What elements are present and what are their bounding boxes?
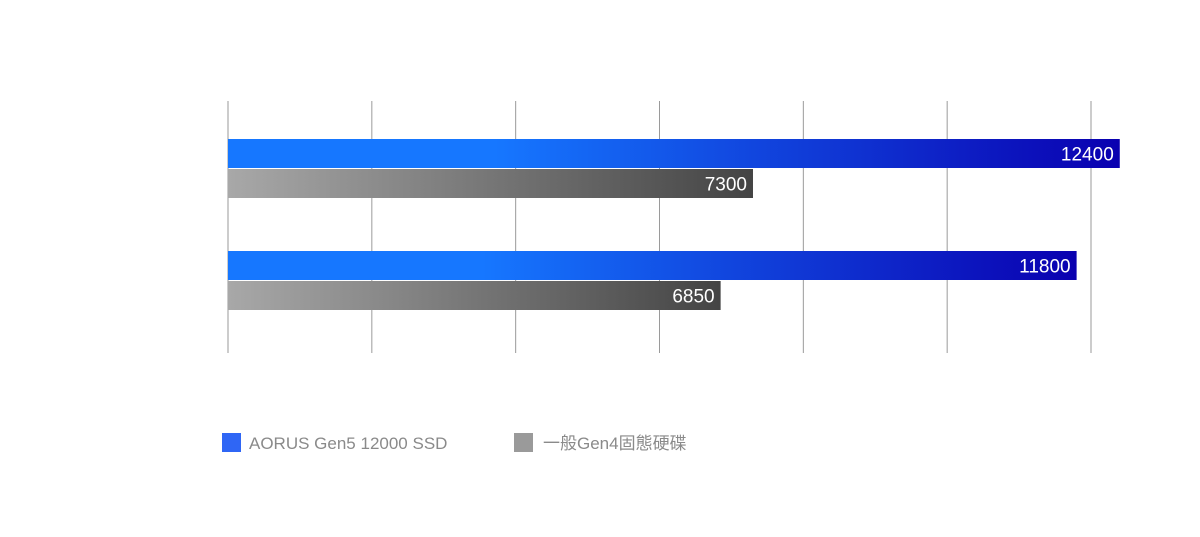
legend-swatch-aorus bbox=[222, 433, 241, 452]
value-label-series0-group1: 11800 bbox=[1019, 257, 1070, 278]
legend-item-gen4: 一般Gen4固態硬碟 bbox=[514, 433, 687, 453]
legend-swatch-gen4 bbox=[514, 433, 533, 452]
bar-series1-group1 bbox=[228, 281, 721, 310]
value-label-series1-group0: 7300 bbox=[705, 175, 747, 196]
legend-label-aorus: AORUS Gen5 12000 SSD bbox=[249, 434, 447, 453]
bar-series0-group1 bbox=[228, 251, 1077, 280]
bars bbox=[228, 139, 1120, 310]
legend: AORUS Gen5 12000 SSD 一般Gen4固態硬碟 bbox=[222, 433, 687, 453]
value-labels: 12400 11800 7300 6850 bbox=[672, 145, 1113, 308]
bar-series1-group0 bbox=[228, 169, 753, 198]
value-label-series1-group1: 6850 bbox=[672, 287, 714, 308]
value-label-series0-group0: 12400 bbox=[1061, 145, 1114, 166]
legend-item-aorus: AORUS Gen5 12000 SSD bbox=[222, 433, 447, 453]
gridlines bbox=[227, 101, 1092, 353]
legend-label-gen4: 一般Gen4固態硬碟 bbox=[543, 434, 687, 453]
bar-series0-group0 bbox=[228, 139, 1120, 168]
